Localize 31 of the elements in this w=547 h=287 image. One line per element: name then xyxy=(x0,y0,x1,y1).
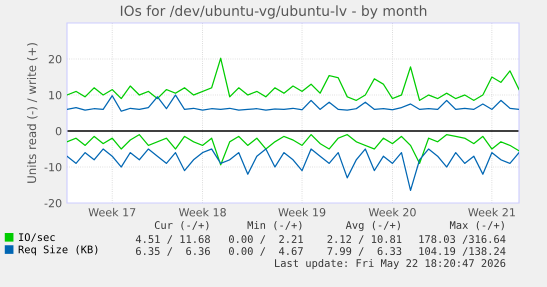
text: 7.99 / 6.33 xyxy=(327,247,402,256)
x-tick-label: Week 18 xyxy=(178,208,226,216)
line-series xyxy=(67,134,519,166)
y-tick-label: 10 xyxy=(49,90,62,100)
text: 104.19 /138.24 xyxy=(419,247,506,256)
y-axis-title: Units read (-) / write (+) xyxy=(27,43,38,183)
text: 0.00 / 4.67 xyxy=(229,247,303,256)
x-tick-label: Week 20 xyxy=(368,208,416,216)
text: 4.51 / 11.68 xyxy=(136,235,210,244)
x-tick-label: Week 21 xyxy=(468,208,515,216)
y-tick-label: 20 xyxy=(48,54,62,64)
text: Cur (-/+) xyxy=(154,221,208,230)
legend-label: IO/sec xyxy=(18,233,55,242)
text: Min (-/+) xyxy=(248,220,302,230)
y-tick-label: 0 xyxy=(56,126,62,136)
text: 0.00 / 2.21 xyxy=(229,235,303,244)
line-series xyxy=(67,148,519,192)
text: Avg (-/+) xyxy=(346,220,400,232)
x-tick-label: Week 17 xyxy=(88,208,136,216)
text: 6.35 / 6.36 xyxy=(136,247,210,256)
text: Last update: Fri May 22 18:20:47 2026 xyxy=(275,258,506,270)
legend-label: Req Size (KB) xyxy=(18,245,98,256)
text: 178.03 /316.64 xyxy=(419,235,506,244)
line-series xyxy=(67,94,519,112)
chart-title: IOs for /dev/ubuntu-vg/ubuntu-lv - by month xyxy=(120,5,426,19)
x-tick-label: Week 19 xyxy=(278,208,326,216)
line-series xyxy=(67,58,519,102)
y-tick-label: -10 xyxy=(44,162,62,172)
text: Max (-/+) xyxy=(450,221,504,230)
text: 2.12 / 10.81 xyxy=(328,235,402,244)
y-tick-label: -20 xyxy=(44,198,62,208)
